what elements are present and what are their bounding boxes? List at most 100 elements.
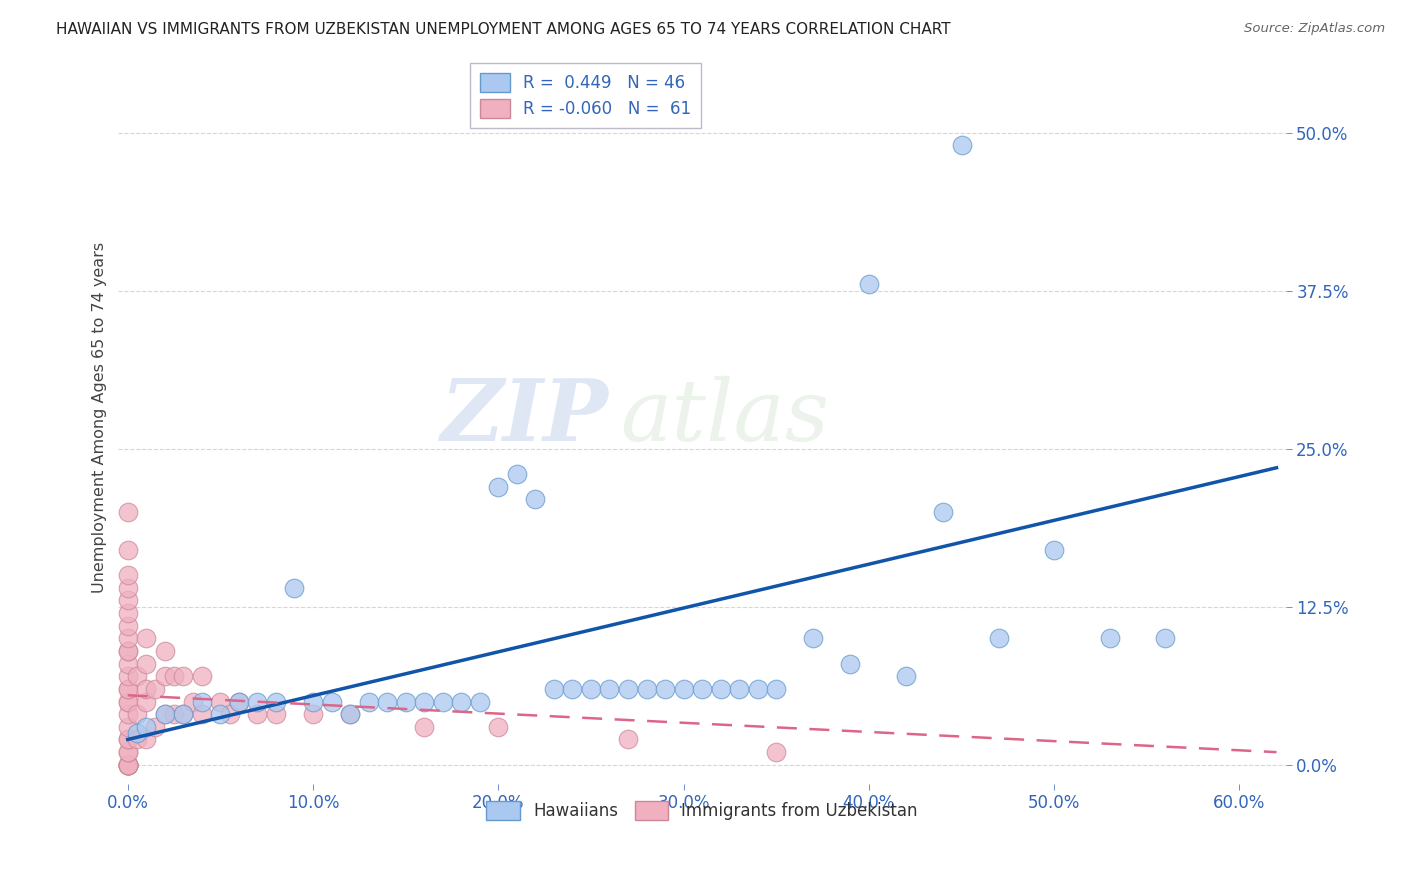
Point bbox=[1098, 632, 1121, 646]
Point bbox=[413, 720, 436, 734]
Point bbox=[486, 720, 509, 734]
Legend: Hawaiians, Immigrants from Uzbekistan: Hawaiians, Immigrants from Uzbekistan bbox=[479, 794, 925, 827]
Point bbox=[357, 695, 380, 709]
Point bbox=[135, 732, 157, 747]
Point bbox=[153, 644, 176, 658]
Point bbox=[450, 695, 472, 709]
Point bbox=[302, 707, 325, 722]
Text: ZIP: ZIP bbox=[441, 376, 609, 459]
Point bbox=[543, 681, 565, 696]
Point bbox=[117, 757, 139, 772]
Point bbox=[117, 757, 139, 772]
Point bbox=[228, 695, 250, 709]
Point bbox=[117, 644, 139, 658]
Point bbox=[117, 695, 139, 709]
Point bbox=[117, 745, 139, 759]
Point bbox=[209, 695, 232, 709]
Text: Source: ZipAtlas.com: Source: ZipAtlas.com bbox=[1244, 22, 1385, 36]
Point bbox=[506, 467, 529, 481]
Point bbox=[561, 681, 583, 696]
Point bbox=[172, 669, 194, 683]
Point bbox=[172, 707, 194, 722]
Point bbox=[117, 606, 139, 620]
Point bbox=[135, 632, 157, 646]
Point bbox=[858, 277, 880, 292]
Point bbox=[125, 732, 148, 747]
Point bbox=[125, 669, 148, 683]
Point bbox=[636, 681, 658, 696]
Point bbox=[617, 732, 640, 747]
Point bbox=[125, 726, 148, 740]
Point bbox=[218, 707, 240, 722]
Point bbox=[163, 707, 186, 722]
Point bbox=[894, 669, 917, 683]
Point bbox=[209, 707, 232, 722]
Point bbox=[191, 707, 214, 722]
Point bbox=[117, 720, 139, 734]
Point bbox=[117, 745, 139, 759]
Point bbox=[125, 707, 148, 722]
Point bbox=[117, 644, 139, 658]
Point bbox=[672, 681, 695, 696]
Point bbox=[395, 695, 418, 709]
Point bbox=[117, 542, 139, 557]
Text: atlas: atlas bbox=[620, 376, 830, 458]
Point bbox=[987, 632, 1010, 646]
Point bbox=[1043, 542, 1066, 557]
Point bbox=[117, 757, 139, 772]
Point bbox=[432, 695, 454, 709]
Point bbox=[117, 757, 139, 772]
Point bbox=[747, 681, 769, 696]
Point bbox=[801, 632, 824, 646]
Point bbox=[117, 681, 139, 696]
Point bbox=[264, 707, 287, 722]
Point bbox=[117, 581, 139, 595]
Point bbox=[163, 669, 186, 683]
Point bbox=[153, 707, 176, 722]
Point bbox=[145, 681, 167, 696]
Point bbox=[375, 695, 398, 709]
Point bbox=[117, 669, 139, 683]
Point bbox=[117, 695, 139, 709]
Point bbox=[413, 695, 436, 709]
Point bbox=[246, 707, 269, 722]
Point bbox=[117, 657, 139, 671]
Point bbox=[302, 695, 325, 709]
Point bbox=[321, 695, 343, 709]
Point bbox=[117, 757, 139, 772]
Point bbox=[191, 669, 214, 683]
Point bbox=[117, 707, 139, 722]
Point bbox=[728, 681, 751, 696]
Point bbox=[117, 568, 139, 582]
Point bbox=[135, 681, 157, 696]
Point bbox=[579, 681, 602, 696]
Point bbox=[191, 695, 214, 709]
Point bbox=[135, 695, 157, 709]
Point bbox=[117, 619, 139, 633]
Point bbox=[135, 657, 157, 671]
Point bbox=[172, 707, 194, 722]
Point bbox=[598, 681, 620, 696]
Point bbox=[117, 757, 139, 772]
Point bbox=[228, 695, 250, 709]
Point bbox=[181, 695, 204, 709]
Point bbox=[135, 720, 157, 734]
Point bbox=[117, 732, 139, 747]
Point bbox=[117, 632, 139, 646]
Point bbox=[339, 707, 361, 722]
Point bbox=[117, 681, 139, 696]
Point bbox=[1154, 632, 1177, 646]
Point bbox=[117, 757, 139, 772]
Point bbox=[468, 695, 491, 709]
Point bbox=[117, 505, 139, 519]
Text: HAWAIIAN VS IMMIGRANTS FROM UZBEKISTAN UNEMPLOYMENT AMONG AGES 65 TO 74 YEARS CO: HAWAIIAN VS IMMIGRANTS FROM UZBEKISTAN U… bbox=[56, 22, 950, 37]
Point bbox=[117, 757, 139, 772]
Point bbox=[950, 138, 973, 153]
Point bbox=[932, 505, 955, 519]
Point bbox=[710, 681, 733, 696]
Point bbox=[654, 681, 676, 696]
Point bbox=[117, 593, 139, 607]
Point bbox=[153, 707, 176, 722]
Y-axis label: Unemployment Among Ages 65 to 74 years: Unemployment Among Ages 65 to 74 years bbox=[93, 242, 107, 593]
Point bbox=[145, 720, 167, 734]
